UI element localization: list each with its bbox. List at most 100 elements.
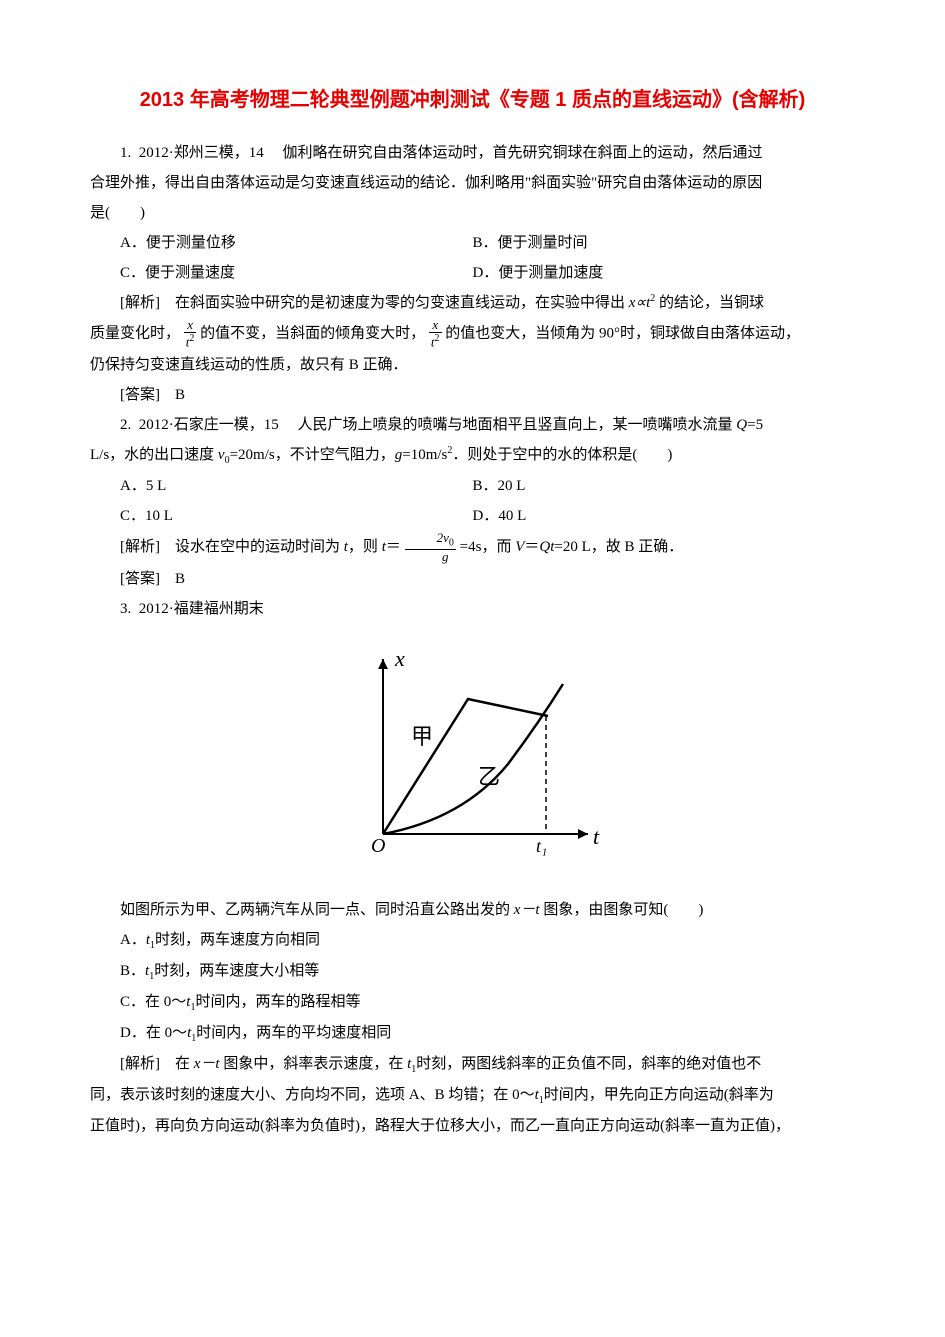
q2-exp-c: =4s，而: [460, 539, 516, 555]
q1-prop: x∝t: [629, 295, 651, 311]
q3-source: 2012·福建福州期末: [139, 601, 264, 617]
q3-exp-b: 图象中，斜率表示速度，在: [220, 1056, 408, 1072]
t-axis-arrow: [578, 829, 588, 839]
q1-stem-line1: 1. 2012·郑州三模，14 伽利略在研究自由落体运动时，首先研究铜球在斜面上…: [90, 138, 855, 168]
q2-exp-d: =20 L，故 B 正确．: [554, 539, 683, 555]
q2-v0: v: [218, 447, 225, 463]
q3-A: A．: [120, 932, 146, 948]
q2-stem-line2: L/s，水的出口速度 v0=20m/s，不计空气阻力，g=10m/s2．则处于空…: [90, 440, 855, 471]
q2-options-row1: A．5 L B．20 L: [90, 471, 855, 501]
q2-explanation: [解析] 设水在空中的运动时间为 t，则 t＝ 2v0g =4s，而 V＝Qt=…: [90, 531, 855, 564]
q2-answer: [答案] B: [90, 564, 855, 594]
q2-frac-num: 2v0: [405, 531, 456, 550]
x-label: x: [394, 646, 405, 671]
q3-D2: 时间内，两车的平均速度相同: [196, 1025, 391, 1041]
q2-stem-line1: 2. 2012·石家庄一模，15 人民广场上喷泉的喷嘴与地面相平且竖直向上，某一…: [90, 410, 855, 440]
q3-stem-b: 图象，由图象可知( ): [540, 902, 704, 918]
q3-option-d: D．在 0～t1时间内，两车的平均速度相同: [90, 1018, 855, 1049]
q2-option-a: A．5 L: [90, 471, 473, 501]
q3-number: 3.: [120, 601, 131, 617]
q2-frac: 2v0g: [405, 531, 456, 564]
q3-A2: 时刻，两车速度方向相同: [155, 932, 320, 948]
q2-V: V: [515, 539, 524, 555]
q3-exp-xt: x－t: [194, 1056, 220, 1072]
q2-text-c: L/s，水的出口速度: [90, 447, 218, 463]
q2-text-e: =10m/s: [402, 447, 447, 463]
q1-number: 1.: [120, 145, 131, 161]
q1-explanation-line1: [解析] 在斜面实验中研究的是初速度为零的匀变速直线运动，在实验中得出 x∝t2…: [90, 288, 855, 318]
q1-option-a: A．便于测量位移: [90, 228, 473, 258]
q1-frac1: xt2: [184, 318, 197, 350]
q3-option-c: C．在 0～t1时间内，两车的路程相等: [90, 987, 855, 1018]
yi-label: 乙: [478, 764, 500, 789]
q2-t2: t: [382, 539, 386, 555]
q3-exp-d: 同，表示该时刻的速度大小、方向均不同，选项 A、B 均错；在 0～: [90, 1087, 535, 1103]
q1-exp-e: 的值也变大，当倾角为 90°时，铜球做自由落体运动，: [445, 325, 800, 341]
curve-yi: [383, 684, 563, 834]
q2-options-row2: C．10 L D．40 L: [90, 501, 855, 531]
q1-options-row2: C．便于测量速度 D．便于测量加速度: [90, 258, 855, 288]
q2-text-a: 人民广场上喷泉的喷嘴与地面相平且竖直向上，某一喷嘴喷水流量: [283, 417, 737, 433]
q3-C: C．在 0～: [120, 994, 186, 1010]
origin-label: O: [371, 835, 385, 857]
q1-exp-d: 的值不变，当斜面的倾角变大时，: [200, 325, 425, 341]
document-title: 2013 年高考物理二轮典型例题冲刺测试《专题 1 质点的直线运动》(含解析): [90, 80, 855, 120]
q3-explanation-line3: 正值时)，再向负方向运动(斜率为负值时)，路程大于位移大小，而乙一直向正方向运动…: [90, 1111, 855, 1141]
q1-exp-c: 质量变化时，: [90, 325, 180, 341]
q2-text-d: =20m/s，不计空气阻力，: [230, 447, 395, 463]
t1-label: t₁: [536, 836, 547, 856]
curve-jia: [383, 699, 548, 834]
q3-B2: 时刻，两车速度大小相等: [154, 963, 319, 979]
q2-number: 2.: [120, 417, 131, 433]
q3-option-b: B．t1时刻，两车速度大小相等: [90, 956, 855, 987]
q2-option-c: C．10 L: [90, 501, 473, 531]
q1-explanation-line3: 仍保持匀变速直线运动的性质，故只有 B 正确．: [90, 350, 855, 380]
q1-option-c: C．便于测量速度: [90, 258, 473, 288]
q3-explanation-line1: [解析] 在 x－t 图象中，斜率表示速度，在 t1时刻，两图线斜率的正负值不同…: [90, 1049, 855, 1080]
q2-source: 2012·石家庄一模，15: [139, 417, 279, 433]
q3-option-a: A．t1时刻，两车速度方向相同: [90, 925, 855, 956]
q1-source: 2012·郑州三模，14: [139, 145, 264, 161]
q1-frac2-num: x: [429, 318, 442, 333]
q1-text-a: 伽利略在研究自由落体运动时，首先研究铜球在斜面上的运动，然后通过: [268, 145, 763, 161]
jia-label: 甲: [411, 724, 433, 749]
x-axis-arrow: [378, 659, 388, 669]
q2-exp-a: [解析] 设水在空中的运动时间为: [120, 539, 344, 555]
q2-Q: Q: [736, 417, 747, 433]
q3-exp-e: 时间内，甲先向正方向运动(斜率为: [544, 1087, 774, 1103]
q3-D: D．在 0～: [120, 1025, 187, 1041]
q1-sup1: 2: [650, 293, 655, 304]
q1-stem-line3: 是( ): [90, 198, 855, 228]
q1-option-b: B．便于测量时间: [473, 228, 856, 258]
q2-frac-den: g: [405, 550, 456, 564]
q1-frac2-den: t2: [429, 333, 442, 350]
q3-exp-a: [解析] 在: [120, 1056, 194, 1072]
q3-B: B．: [120, 963, 145, 979]
q2-text-b: =5: [747, 417, 763, 433]
q3-explanation-line2: 同，表示该时刻的速度大小、方向均不同，选项 A、B 均错；在 0～t1时间内，甲…: [90, 1080, 855, 1111]
q2-text-f: ．则处于空中的水的体积是( ): [452, 447, 672, 463]
q2-option-d: D．40 L: [473, 501, 856, 531]
q1-option-d: D．便于测量加速度: [473, 258, 856, 288]
q3-figure: x t O t₁ 甲 乙: [90, 644, 855, 875]
q3-header: 3. 2012·福建福州期末: [90, 594, 855, 624]
q3-stem-a: 如图所示为甲、乙两辆汽车从同一点、同时沿直公路出发的: [120, 902, 514, 918]
q1-frac1-den: t2: [184, 333, 197, 350]
q1-exp-b: 的结论，当铜球: [659, 295, 764, 311]
q2-exp-b: ，则: [348, 539, 382, 555]
q1-frac2: xt2: [429, 318, 442, 350]
q1-frac1-num: x: [184, 318, 197, 333]
q3-C2: 时间内，两车的路程相等: [195, 994, 360, 1010]
xt-graph: x t O t₁ 甲 乙: [333, 644, 613, 864]
q3-exp-c: 时刻，两图线斜率的正负值不同，斜率的绝对值也不: [416, 1056, 761, 1072]
q1-answer: [答案] B: [90, 380, 855, 410]
q1-stem-line2: 合理外推，得出自由落体运动是匀变速直线运动的结论．伽利略用"斜面实验"研究自由落…: [90, 168, 855, 198]
q1-options-row1: A．便于测量位移 B．便于测量时间: [90, 228, 855, 258]
q2-frac-num-text: 2v: [437, 530, 449, 545]
q2-Q2: Q: [539, 539, 550, 555]
q2-option-b: B．20 L: [473, 471, 856, 501]
q3-xt: x－t: [514, 902, 540, 918]
q1-exp-a: [解析] 在斜面实验中研究的是初速度为零的匀变速直线运动，在实验中得出: [120, 295, 629, 311]
t-label: t: [593, 824, 600, 849]
q1-explanation-line2: 质量变化时， xt2 的值不变，当斜面的倾角变大时， xt2 的值也变大，当倾角…: [90, 318, 855, 350]
